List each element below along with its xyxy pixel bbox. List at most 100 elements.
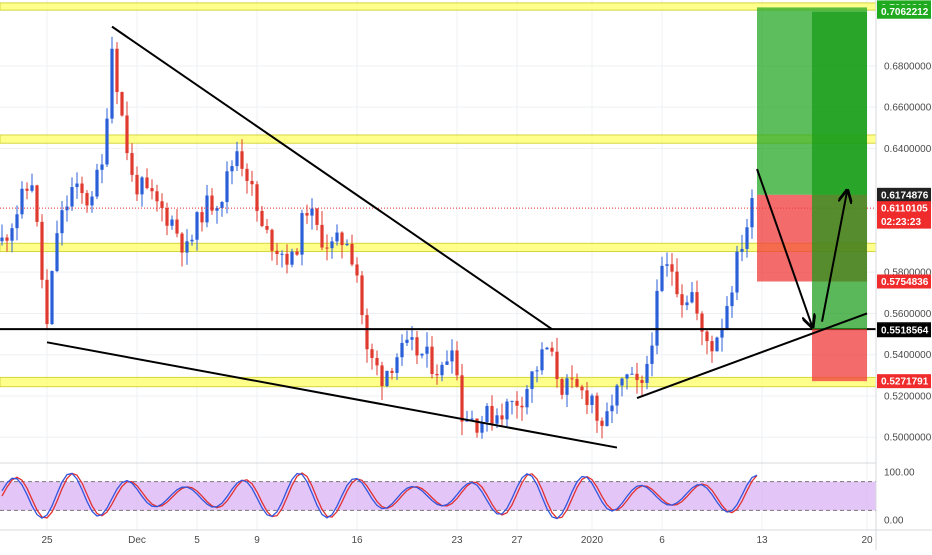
candle-body xyxy=(345,243,349,246)
candle-body xyxy=(25,188,29,191)
sr-zone xyxy=(0,134,877,144)
oscillator-tick-label: 0.00 xyxy=(884,516,904,527)
candle-body xyxy=(385,370,389,386)
candle-body xyxy=(120,92,124,116)
candle-body xyxy=(430,346,434,374)
candle-body xyxy=(180,233,184,253)
candle-body xyxy=(720,328,724,338)
candle-body xyxy=(520,405,524,408)
candle-body xyxy=(555,351,559,380)
price-label-tag xyxy=(877,323,931,338)
candle-body xyxy=(715,337,719,352)
candle-body xyxy=(170,219,174,226)
candle-body xyxy=(585,390,589,405)
candle-body xyxy=(580,386,584,391)
candle-body xyxy=(505,401,509,420)
candle-body xyxy=(470,418,474,420)
oscillator-band xyxy=(0,481,876,511)
candle-body xyxy=(495,415,499,424)
time-tick-label: 5 xyxy=(194,535,200,546)
candle-body xyxy=(695,292,699,314)
candle-body xyxy=(95,169,99,197)
candle-body xyxy=(310,208,314,216)
candle-body xyxy=(575,379,579,387)
candle-body xyxy=(635,373,639,381)
candle-body xyxy=(265,226,269,230)
candle-body xyxy=(390,370,394,373)
candle-body xyxy=(70,187,74,207)
time-tick-label: 13 xyxy=(756,535,768,546)
price-label-text: 0.5754836 xyxy=(881,277,929,288)
candle-body xyxy=(50,271,54,325)
candle-body xyxy=(750,198,754,228)
candle-body xyxy=(740,248,744,252)
price-label-tag xyxy=(877,4,931,19)
candle-body xyxy=(615,385,619,406)
candle-body xyxy=(65,206,69,211)
candle-body xyxy=(685,302,689,306)
candle-body xyxy=(410,337,414,340)
price-tick-label: 0.5600000 xyxy=(884,309,932,320)
candle-body xyxy=(665,264,669,266)
price-tick-label: 0.5200000 xyxy=(884,391,932,402)
candle-body xyxy=(405,339,409,343)
candle-body xyxy=(655,290,659,346)
oscillator-k-line xyxy=(1,472,758,520)
candle-body xyxy=(125,115,129,154)
candle-body xyxy=(475,418,479,433)
candle-body xyxy=(725,306,729,329)
candle-body xyxy=(60,210,64,234)
candle-body xyxy=(190,239,194,242)
price-tick-label: 0.5000000 xyxy=(884,433,932,444)
candle-body xyxy=(335,232,339,242)
trendline xyxy=(636,312,868,399)
candle-body xyxy=(735,251,739,293)
candle-body xyxy=(550,347,554,352)
candle-body xyxy=(540,349,544,371)
candle-body xyxy=(210,195,214,211)
candle-body xyxy=(105,118,109,165)
price-label-tag xyxy=(877,274,931,289)
candle-body xyxy=(370,349,374,358)
candle-body xyxy=(330,241,334,249)
trendline xyxy=(111,25,553,330)
time-tick-label: 25 xyxy=(41,535,53,546)
candle-body xyxy=(450,350,454,362)
candle-body xyxy=(630,373,634,375)
candle-body xyxy=(650,345,654,364)
candle-body xyxy=(30,185,34,191)
price-label-tag xyxy=(877,214,931,229)
candle-body xyxy=(185,241,189,253)
candle-body xyxy=(570,378,574,380)
candle-body xyxy=(605,411,609,426)
candles xyxy=(0,36,754,439)
oscillator-tick-label: 100.00 xyxy=(884,468,915,479)
candle-body xyxy=(375,357,379,366)
candle-body xyxy=(145,177,149,189)
price-label-tag xyxy=(877,374,931,389)
candle-body xyxy=(360,275,364,316)
candle-body xyxy=(195,212,199,240)
candle-body xyxy=(55,233,59,272)
candle-body xyxy=(140,177,144,195)
candle-body xyxy=(130,153,134,175)
candle-body xyxy=(0,237,4,242)
time-tick-label: 20 xyxy=(861,535,873,546)
candle-body xyxy=(295,251,299,255)
candle-body xyxy=(560,379,564,395)
candle-body xyxy=(395,357,399,373)
candle-body xyxy=(300,213,304,255)
candle-body xyxy=(245,168,249,181)
time-tick-label: Dec xyxy=(128,535,146,546)
candle-body xyxy=(280,253,284,255)
sr-zone xyxy=(0,376,877,388)
candle-body xyxy=(530,371,534,389)
candle-body xyxy=(175,219,179,234)
time-tick-label: 27 xyxy=(511,535,523,546)
candle-body xyxy=(315,208,319,225)
candle-body xyxy=(590,395,594,405)
price-label-text: 0.5271791 xyxy=(881,377,929,388)
candle-body xyxy=(45,279,49,325)
